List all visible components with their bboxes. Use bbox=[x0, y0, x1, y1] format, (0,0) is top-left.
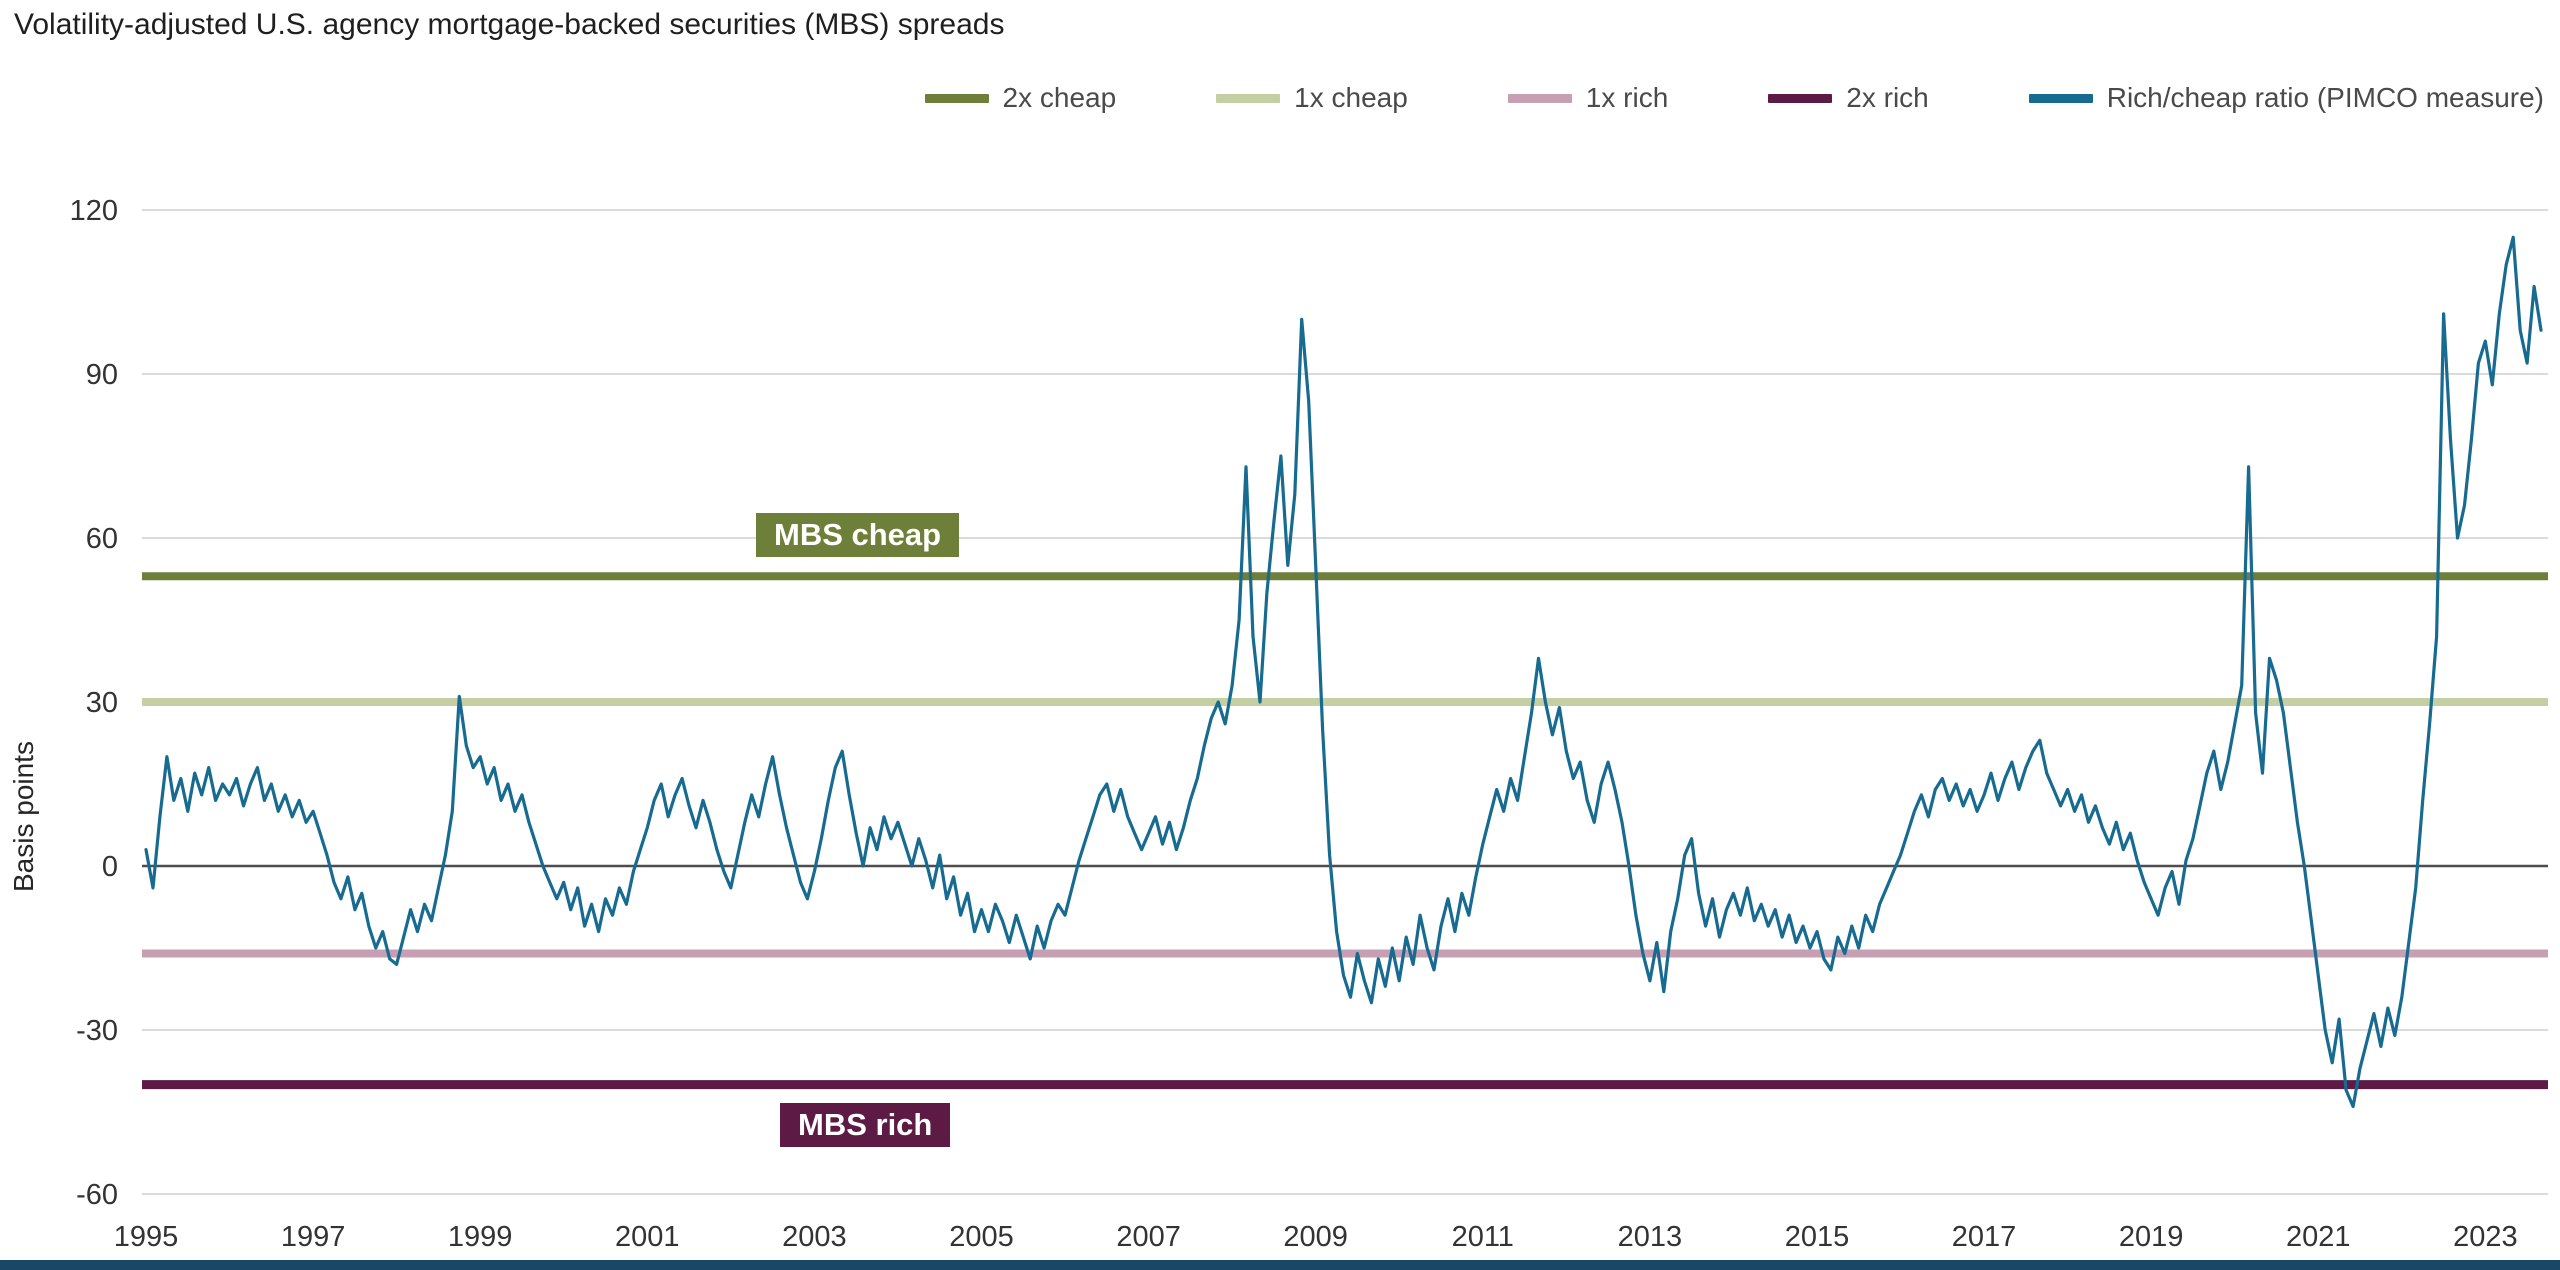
legend-item-1x-cheap: 1x cheap bbox=[1216, 82, 1408, 114]
x-tick-label: 2011 bbox=[1452, 1221, 1514, 1253]
legend-item-2x-rich: 2x rich bbox=[1768, 82, 1929, 114]
x-tick-label: 2009 bbox=[1283, 1221, 1348, 1253]
y-tick-label: 30 bbox=[86, 687, 118, 719]
legend-swatch bbox=[1216, 93, 1281, 103]
series bbox=[144, 235, 2543, 1109]
legend-swatch bbox=[1507, 93, 1572, 103]
legend-item-2x-cheap: 2x cheap bbox=[924, 82, 1117, 114]
x-tick-label: 2023 bbox=[2453, 1221, 2518, 1253]
x-tick-label: 1997 bbox=[281, 1221, 346, 1253]
reference-lines bbox=[142, 572, 2548, 1090]
legend-label: 2x cheap bbox=[1002, 82, 1117, 113]
chart-title: Volatility-adjusted U.S. agency mortgage… bbox=[14, 8, 1005, 41]
y-tick-label: 90 bbox=[86, 359, 118, 391]
x-tick-label: 1995 bbox=[114, 1221, 179, 1253]
y-tick-label: -60 bbox=[76, 1179, 118, 1211]
x-tick-label: 2021 bbox=[2286, 1221, 2351, 1253]
y-tick-label: 120 bbox=[70, 195, 118, 227]
x-tick-label: 2019 bbox=[2119, 1221, 2184, 1253]
legend-item-rich-cheap-ratio-pimco-measure: Rich/cheap ratio (PIMCO measure) bbox=[2028, 82, 2544, 114]
legend-swatch bbox=[2028, 93, 2093, 103]
y-tick-label: -30 bbox=[76, 1015, 118, 1047]
mbs-cheap-label: MBS cheap bbox=[756, 513, 960, 557]
legend-label: 2x rich bbox=[1846, 82, 1929, 113]
x-tick-label: 2013 bbox=[1618, 1221, 1683, 1253]
series-line-rich-cheap-ratio bbox=[144, 235, 2543, 1109]
mbs-rich-label: MBS rich bbox=[780, 1103, 951, 1147]
legend-swatch bbox=[924, 93, 989, 103]
legend-label: 1x cheap bbox=[1294, 82, 1408, 113]
legend-label: Rich/cheap ratio (PIMCO measure) bbox=[2106, 82, 2544, 113]
y-tick-label: 60 bbox=[86, 523, 118, 555]
footer-band bbox=[0, 1260, 2560, 1270]
legend-item-1x-rich: 1x rich bbox=[1507, 82, 1669, 114]
y-tick-label: 0 bbox=[102, 851, 118, 883]
axis-labels: -60 -30 0 30 60 90 120 1995 1997 1999 2001 2003 2005… bbox=[70, 195, 2518, 1253]
x-tick-label: 2001 bbox=[615, 1221, 680, 1253]
x-tick-label: 2015 bbox=[1785, 1221, 1850, 1253]
x-tick-label: 1999 bbox=[448, 1221, 513, 1253]
legend-label: 1x rich bbox=[1585, 82, 1669, 113]
x-tick-label: 2005 bbox=[949, 1221, 1014, 1253]
legend-swatch bbox=[1768, 93, 1833, 103]
x-tick-label: 2007 bbox=[1116, 1221, 1181, 1253]
x-tick-label: 2017 bbox=[1952, 1221, 2017, 1253]
x-tick-label: 2003 bbox=[782, 1221, 847, 1253]
legend: 2x cheap 1x cheap 1x rich 2x rich Rich/cheap… bbox=[924, 82, 2544, 114]
